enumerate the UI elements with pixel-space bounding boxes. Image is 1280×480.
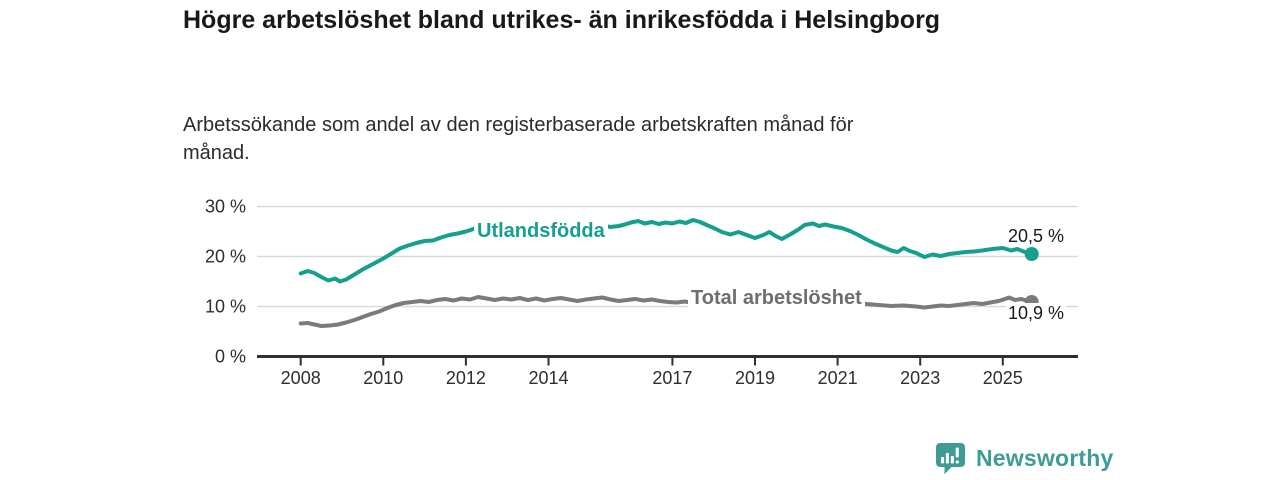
x-tick-label: 2021 (818, 368, 858, 388)
x-tick-label: 2012 (446, 368, 486, 388)
series-line-total (298, 295, 1034, 328)
y-tick-label: 0 % (215, 347, 246, 367)
x-tick-label: 2025 (983, 368, 1023, 388)
y-tick-label: 30 % (205, 197, 246, 217)
series-label-utlandsfodda: Utlandsfödda (474, 218, 608, 244)
y-tick-label: 10 % (205, 297, 246, 317)
series-line-utlandsfodda (298, 218, 1034, 284)
end-value-label-total-arbetsloshet: 10,9 % (1006, 303, 1067, 323)
x-tick-label: 2010 (363, 368, 403, 388)
series-label-total-arbetsloshet: Total arbetslöshet (688, 285, 865, 311)
x-tick-label: 2008 (281, 368, 321, 388)
speech-bubble-bar-chart-icon (936, 443, 965, 475)
series-end-dot-utlandsfodda (1024, 247, 1039, 261)
y-tick-label: 20 % (205, 247, 246, 267)
x-tick-label: 2019 (735, 368, 775, 388)
brand-name: Newsworthy (976, 444, 1114, 471)
newsworthy-logo: Newsworthy (934, 441, 1113, 475)
end-value-label-utlandsfodda: 20,5 % (1006, 226, 1067, 246)
x-tick-label: 2023 (900, 368, 940, 388)
chart-subtitle: Arbetssökande som andel av den registerb… (183, 114, 854, 164)
x-tick-label: 2014 (528, 368, 568, 388)
chart-title: Högre arbetslöshet bland utrikes- än inr… (183, 6, 941, 34)
x-tick-label: 2017 (652, 368, 692, 388)
